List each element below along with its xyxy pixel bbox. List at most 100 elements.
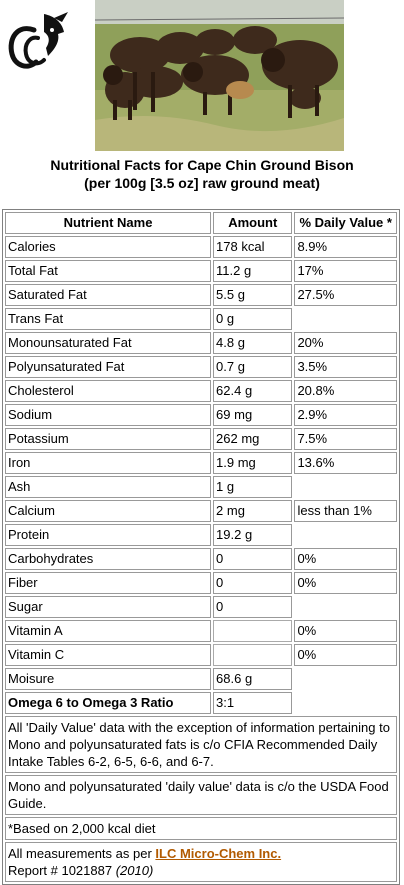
kcal-note: *Based on 2,000 kcal diet — [5, 817, 397, 840]
nutrient-name: Carbohydrates — [5, 548, 212, 570]
table-row: Moisure 68.6 g — [5, 668, 397, 690]
note-row: All measurements as per ILC Micro-Chem I… — [5, 842, 397, 882]
nutrient-name: Iron — [5, 452, 212, 474]
nutrient-daily-value: 17% — [294, 260, 397, 282]
nutrient-daily-value: less than 1% — [294, 500, 397, 522]
nutrient-daily-value: 0% — [294, 644, 397, 666]
nutrient-amount: 0 — [213, 548, 293, 570]
cc-bison-logo-icon — [4, 8, 74, 80]
nutrient-daily-value: 0% — [294, 620, 397, 642]
nutrient-daily-value: 0% — [294, 548, 397, 570]
measurement-note: All measurements as per ILC Micro-Chem I… — [5, 842, 397, 882]
nutrient-amount: 11.2 g — [213, 260, 293, 282]
table-row: Monounsaturated Fat 4.8 g 20% — [5, 332, 397, 354]
note-row: Mono and polyunsaturated 'daily value' d… — [5, 775, 397, 815]
nutrient-daily-value: 20% — [294, 332, 397, 354]
lab-link[interactable]: ILC Micro-Chem Inc. — [155, 846, 282, 861]
nutrient-name: Omega 6 to Omega 3 Ratio — [5, 692, 212, 714]
nutrient-daily-value — [294, 596, 397, 618]
bison-herd-photo — [95, 0, 344, 151]
table-row: Vitamin C 0% — [5, 644, 397, 666]
column-header: % Daily Value * — [294, 212, 397, 234]
nutrient-daily-value: 13.6% — [294, 452, 397, 474]
table-row: Saturated Fat 5.5 g 27.5% — [5, 284, 397, 306]
nutrient-daily-value — [294, 692, 397, 714]
column-header: Amount — [213, 212, 293, 234]
nutrient-amount — [213, 644, 293, 666]
nutrient-name: Trans Fat — [5, 308, 212, 330]
table-row: Iron 1.9 mg 13.6% — [5, 452, 397, 474]
nutrient-amount: 178 kcal — [213, 236, 293, 258]
nutrient-amount: 2 mg — [213, 500, 293, 522]
cfia-note: All 'Daily Value' data with the exceptio… — [5, 716, 397, 773]
title-line-2: (per 100g [3.5 oz] raw ground meat) — [84, 175, 320, 191]
nutrient-daily-value: 8.9% — [294, 236, 397, 258]
nutrient-amount: 68.6 g — [213, 668, 293, 690]
usda-note: Mono and polyunsaturated 'daily value' d… — [5, 775, 397, 815]
nutrient-amount: 1.9 mg — [213, 452, 293, 474]
table-row: Sugar 0 — [5, 596, 397, 618]
page-title: Nutritional Facts for Cape Chin Ground B… — [0, 156, 404, 192]
nutrient-amount: 62.4 g — [213, 380, 293, 402]
nutrient-name: Moisure — [5, 668, 212, 690]
table-row: Polyunsaturated Fat 0.7 g 3.5% — [5, 356, 397, 378]
table-row: Ash 1 g — [5, 476, 397, 498]
nutrient-daily-value: 7.5% — [294, 428, 397, 450]
nutrient-name: Polyunsaturated Fat — [5, 356, 212, 378]
nutrient-amount — [213, 620, 293, 642]
report-number: Report # 1021887 — [8, 863, 113, 878]
table-row: Omega 6 to Omega 3 Ratio 3:1 — [5, 692, 397, 714]
nutrition-table: Nutrient Name Amount % Daily Value * Cal… — [2, 209, 400, 885]
table-row: Potassium 262 mg 7.5% — [5, 428, 397, 450]
nutrient-daily-value — [294, 476, 397, 498]
note-row: All 'Daily Value' data with the exceptio… — [5, 716, 397, 773]
nutrient-name: Sugar — [5, 596, 212, 618]
nutrient-name: Potassium — [5, 428, 212, 450]
table-row: Fiber 0 0% — [5, 572, 397, 594]
nutrient-amount: 3:1 — [213, 692, 293, 714]
column-header: Nutrient Name — [5, 212, 212, 234]
nutrient-amount: 4.8 g — [213, 332, 293, 354]
nutrient-daily-value: 2.9% — [294, 404, 397, 426]
note-row: *Based on 2,000 kcal diet — [5, 817, 397, 840]
nutrient-name: Monounsaturated Fat — [5, 332, 212, 354]
nutrient-name: Total Fat — [5, 260, 212, 282]
measurement-prefix: All measurements as per — [8, 846, 152, 861]
nutrient-name: Vitamin C — [5, 644, 212, 666]
nutrient-name: Vitamin A — [5, 620, 212, 642]
nutrient-daily-value — [294, 524, 397, 546]
nutrient-name: Sodium — [5, 404, 212, 426]
table-row: Protein 19.2 g — [5, 524, 397, 546]
nutrient-amount: 19.2 g — [213, 524, 293, 546]
table-header-row: Nutrient Name Amount % Daily Value * — [5, 212, 397, 234]
nutrient-amount: 0.7 g — [213, 356, 293, 378]
table-row: Calcium 2 mg less than 1% — [5, 500, 397, 522]
nutrient-daily-value — [294, 668, 397, 690]
report-year: (2010) — [115, 863, 154, 878]
header — [0, 0, 404, 151]
nutrient-amount: 5.5 g — [213, 284, 293, 306]
nutrient-name: Calories — [5, 236, 212, 258]
table-row: Vitamin A 0% — [5, 620, 397, 642]
title-line-1: Nutritional Facts for Cape Chin Ground B… — [50, 157, 354, 173]
table-row: Total Fat 11.2 g 17% — [5, 260, 397, 282]
nutrient-daily-value: 0% — [294, 572, 397, 594]
table-row: Trans Fat 0 g — [5, 308, 397, 330]
nutrient-name: Ash — [5, 476, 212, 498]
nutrient-name: Calcium — [5, 500, 212, 522]
nutrient-name: Cholesterol — [5, 380, 212, 402]
nutrient-amount: 262 mg — [213, 428, 293, 450]
nutrient-amount: 1 g — [213, 476, 293, 498]
nutrient-amount: 0 g — [213, 308, 293, 330]
nutrient-amount: 69 mg — [213, 404, 293, 426]
nutrient-daily-value: 3.5% — [294, 356, 397, 378]
nutrient-amount: 0 — [213, 572, 293, 594]
table-row: Calories 178 kcal 8.9% — [5, 236, 397, 258]
table-row: Carbohydrates 0 0% — [5, 548, 397, 570]
nutrient-daily-value: 27.5% — [294, 284, 397, 306]
nutrient-daily-value — [294, 308, 397, 330]
table-row: Sodium 69 mg 2.9% — [5, 404, 397, 426]
table-row: Cholesterol 62.4 g 20.8% — [5, 380, 397, 402]
nutrient-name: Protein — [5, 524, 212, 546]
nutrient-name: Fiber — [5, 572, 212, 594]
